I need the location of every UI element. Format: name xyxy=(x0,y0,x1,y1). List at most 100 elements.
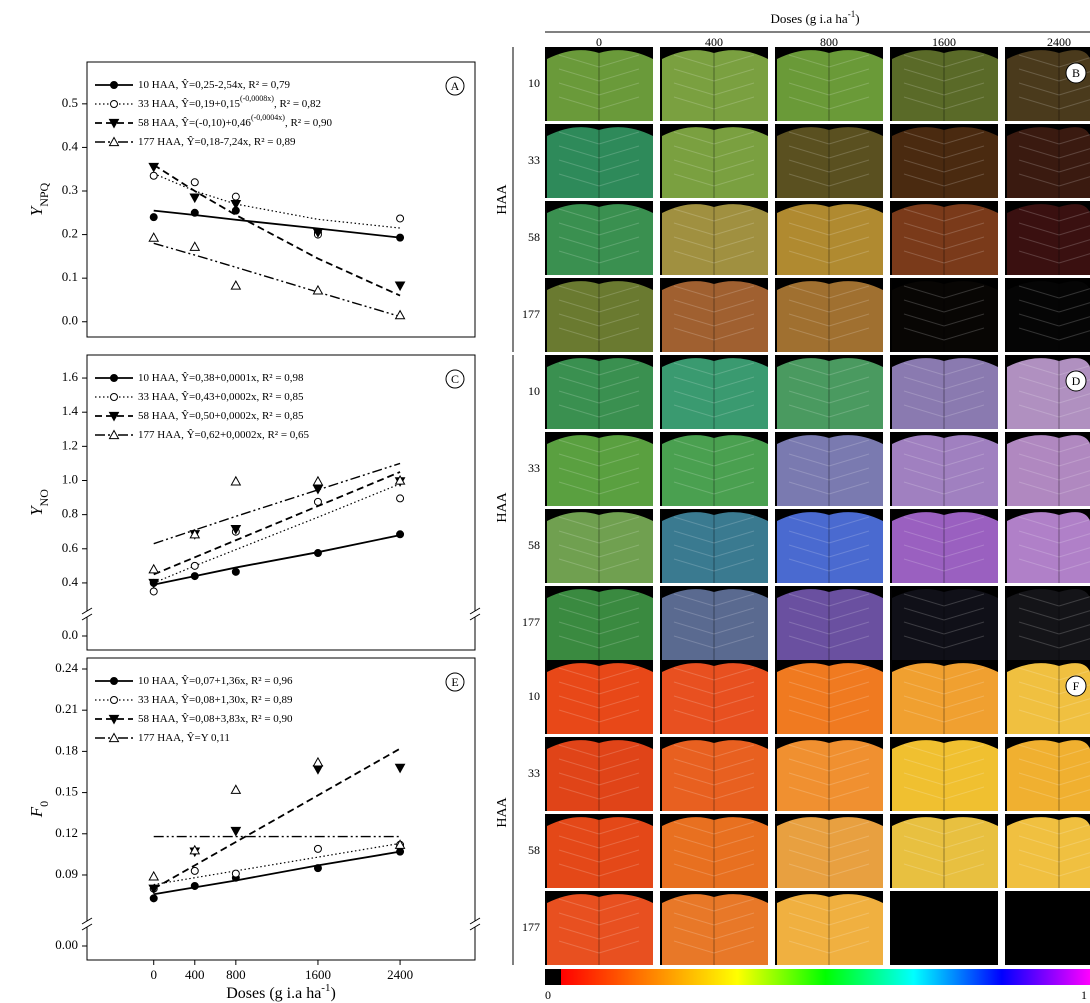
leaf-vein xyxy=(903,313,945,327)
leaf-vein xyxy=(673,299,715,313)
fit-line xyxy=(153,173,401,229)
row-axis-label: HAA xyxy=(495,183,510,214)
leaf-vein xyxy=(1018,516,1060,530)
leaf-vein xyxy=(713,926,755,940)
leaf-vein xyxy=(828,467,870,481)
row-label: 177 xyxy=(522,920,540,934)
leaf-vein xyxy=(1058,211,1090,222)
leaf-vein xyxy=(1058,407,1090,418)
leaf-image xyxy=(662,740,768,811)
marker xyxy=(312,765,324,775)
leaf-image xyxy=(892,50,998,121)
leaf-vein xyxy=(713,131,755,145)
leaf-vein xyxy=(713,898,755,912)
leaf-vein xyxy=(713,54,755,68)
marker xyxy=(110,81,118,89)
panel-letter: F xyxy=(1073,679,1080,693)
leaf-image xyxy=(777,204,883,275)
axis-break-mark xyxy=(469,607,481,615)
image-grid: Doses (g i.a ha-1)0 400 800 1600 2400HAA1033… xyxy=(495,9,1090,1002)
leaf-vein xyxy=(943,530,985,544)
legend-name: 58 HAA xyxy=(138,410,176,422)
leaf-vein xyxy=(558,222,600,236)
legend-name: 10 HAA xyxy=(138,372,176,384)
fit-line xyxy=(153,483,401,584)
leaf-vein xyxy=(788,481,830,495)
leaf-vein xyxy=(598,159,640,173)
leaf-vein xyxy=(1018,635,1060,649)
legend-label: 58 HAA, Ŷ=(-0,10)+0,46(-0,0004x), R² = 0… xyxy=(138,113,333,128)
grid-title-end: ) xyxy=(855,11,859,26)
marker xyxy=(230,826,242,837)
marker xyxy=(231,567,240,576)
leaf-vein xyxy=(713,516,755,530)
row-label: 33 xyxy=(528,461,540,475)
leaf-vein xyxy=(1058,99,1090,110)
fit-line xyxy=(153,471,401,576)
leaf-vein xyxy=(1058,176,1090,187)
marker xyxy=(108,732,120,743)
leaf-vein xyxy=(598,926,640,940)
leaf-vein xyxy=(788,173,830,187)
leaf-vein xyxy=(598,516,640,530)
leaf-vein xyxy=(903,54,945,68)
leaf-vein xyxy=(713,481,755,495)
leaf-image xyxy=(547,204,653,275)
y-tick-label: 0.4 xyxy=(62,574,79,589)
leaf-vein xyxy=(828,404,870,418)
leaf-vein xyxy=(1058,316,1090,327)
leaf-vein xyxy=(788,390,830,404)
leaf-vein xyxy=(673,558,715,572)
leaf-vein xyxy=(788,849,830,863)
panel-letter: E xyxy=(451,675,458,689)
legend-equation: , Ŷ=0,19+0,15 xyxy=(176,98,241,110)
marker xyxy=(189,844,201,855)
leaf-vein xyxy=(673,236,715,250)
leaf-vein xyxy=(598,530,640,544)
leaf-vein xyxy=(673,404,715,418)
fit-line xyxy=(153,850,401,896)
leaf-vein xyxy=(673,544,715,558)
leaf-vein xyxy=(673,744,715,758)
fit-line xyxy=(153,164,401,297)
leaf-vein xyxy=(1058,225,1090,236)
leaf-vein xyxy=(1018,821,1060,835)
leaf-vein xyxy=(828,863,870,877)
leaf-vein xyxy=(1018,695,1060,709)
leaf-vein xyxy=(1018,481,1060,495)
leaf-vein xyxy=(558,772,600,786)
row-label: 10 xyxy=(528,384,540,398)
marker xyxy=(231,192,240,201)
leaf-vein xyxy=(673,709,715,723)
leaf-vein xyxy=(943,863,985,877)
leaf-vein xyxy=(713,849,755,863)
leaf-vein xyxy=(598,695,640,709)
leaf-vein xyxy=(943,849,985,863)
y-tick-label: 0.15 xyxy=(55,784,78,799)
panel-letter: C xyxy=(451,372,459,386)
leaf-vein xyxy=(598,390,640,404)
legend-name: 58 HAA xyxy=(138,117,176,129)
leaf-vein xyxy=(1058,330,1090,341)
leaf-vein xyxy=(903,481,945,495)
leaf-vein xyxy=(1058,547,1090,558)
legend-name: 177 HAA xyxy=(138,732,181,744)
y-axis-label-sub: NO xyxy=(37,489,51,507)
marker xyxy=(190,572,199,581)
leaf-vein xyxy=(1018,362,1060,376)
x-tick-label: 400 xyxy=(185,967,205,982)
row-axis-label: HAA xyxy=(495,491,510,522)
leaf-image xyxy=(547,663,653,734)
leaf-vein xyxy=(1018,327,1060,341)
leaf-vein xyxy=(673,453,715,467)
leaf-vein xyxy=(903,835,945,849)
leaf-vein xyxy=(713,82,755,96)
leaf-vein xyxy=(1018,863,1060,877)
leaf-vein xyxy=(558,593,600,607)
leaf-vein xyxy=(598,236,640,250)
leaf-vein xyxy=(828,558,870,572)
leaf-vein xyxy=(598,250,640,264)
leaf-vein xyxy=(1018,299,1060,313)
leaf-vein xyxy=(673,439,715,453)
leaf-image xyxy=(777,894,883,965)
